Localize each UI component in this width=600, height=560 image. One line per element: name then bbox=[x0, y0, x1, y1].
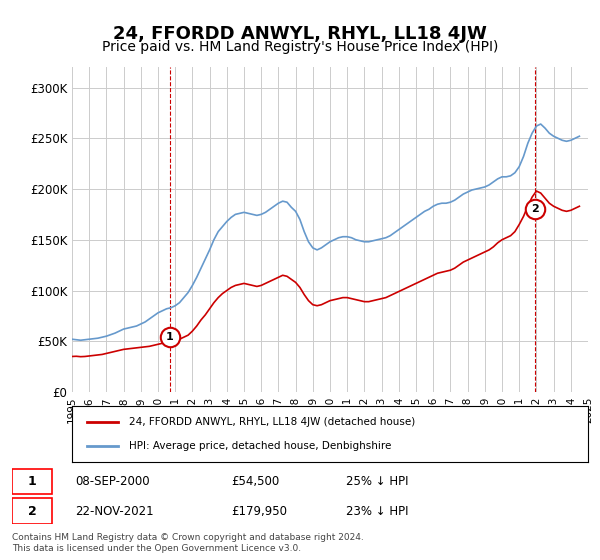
Text: 23% ↓ HPI: 23% ↓ HPI bbox=[346, 505, 409, 518]
Text: 2: 2 bbox=[28, 505, 37, 518]
Text: 1: 1 bbox=[166, 332, 174, 342]
Text: £179,950: £179,950 bbox=[231, 505, 287, 518]
Text: Contains HM Land Registry data © Crown copyright and database right 2024.
This d: Contains HM Land Registry data © Crown c… bbox=[12, 533, 364, 553]
Text: 25% ↓ HPI: 25% ↓ HPI bbox=[346, 475, 409, 488]
Text: 1: 1 bbox=[28, 475, 37, 488]
Text: 08-SEP-2000: 08-SEP-2000 bbox=[76, 475, 150, 488]
FancyBboxPatch shape bbox=[12, 498, 52, 524]
Text: Price paid vs. HM Land Registry's House Price Index (HPI): Price paid vs. HM Land Registry's House … bbox=[102, 40, 498, 54]
Text: 2: 2 bbox=[531, 204, 539, 214]
Text: HPI: Average price, detached house, Denbighshire: HPI: Average price, detached house, Denb… bbox=[129, 441, 391, 451]
Text: £54,500: £54,500 bbox=[231, 475, 279, 488]
Text: 24, FFORDD ANWYL, RHYL, LL18 4JW: 24, FFORDD ANWYL, RHYL, LL18 4JW bbox=[113, 25, 487, 43]
Text: 22-NOV-2021: 22-NOV-2021 bbox=[76, 505, 154, 518]
Text: 24, FFORDD ANWYL, RHYL, LL18 4JW (detached house): 24, FFORDD ANWYL, RHYL, LL18 4JW (detach… bbox=[129, 417, 415, 427]
FancyBboxPatch shape bbox=[12, 469, 52, 494]
